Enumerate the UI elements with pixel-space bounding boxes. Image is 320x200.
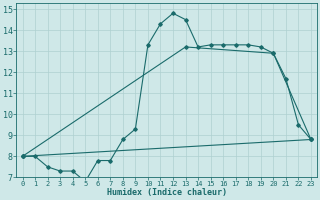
X-axis label: Humidex (Indice chaleur): Humidex (Indice chaleur): [107, 188, 227, 197]
